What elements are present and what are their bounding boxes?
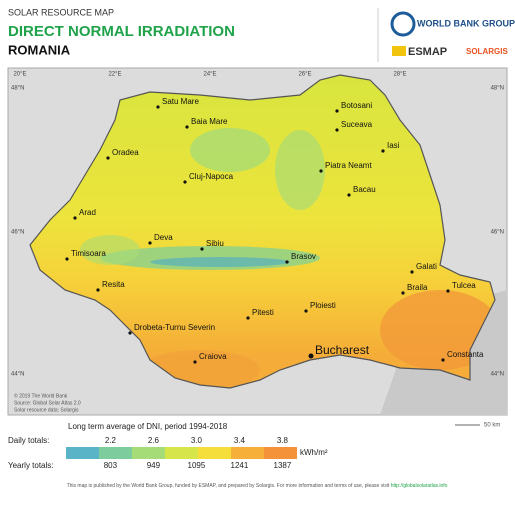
city-label: Pitesti [252, 308, 274, 317]
legend-daily: 3.8 [277, 436, 289, 445]
footer: This map is published by the World Bank … [67, 483, 448, 489]
legend-swatch [66, 447, 99, 459]
city-label: Braila [407, 283, 428, 292]
title: DIRECT NORMAL IRRADIATION [8, 23, 235, 40]
legend-swatch [198, 447, 231, 459]
legend-yearly: 949 [147, 461, 161, 470]
legend-swatch [99, 447, 132, 459]
city-dot [285, 260, 289, 264]
legend-daily: 2.6 [148, 436, 160, 445]
city-label: Bacau [353, 185, 376, 194]
city-label: Satu Mare [162, 97, 199, 106]
esmap-text: ESMAP [408, 46, 447, 58]
lat-label: 44°N [491, 372, 504, 378]
city-dot [183, 180, 187, 184]
lat-label: 46°N [491, 230, 504, 236]
map: 20°E 22°E 24°E 26°E 28°E 48°N 48°N 46°N 46°N 44°N… [7, 67, 508, 416]
city-label: Arad [79, 208, 96, 217]
city-label: Tulcea [452, 281, 476, 290]
credit: Solar resource data: Solargis [14, 407, 79, 413]
city-label: Suceava [341, 120, 373, 129]
city-dot [106, 156, 110, 160]
irradiance-zones [80, 128, 495, 388]
city-label: Constanta [447, 350, 484, 359]
city-dot [65, 257, 69, 261]
legend-daily-label: Daily totals: [8, 436, 49, 445]
legend-yearly: 1241 [231, 461, 249, 470]
legend-daily: 2.2 [105, 436, 117, 445]
city-dot [185, 125, 189, 129]
lat-label: 44°N [11, 372, 24, 378]
lat-label: 48°N [11, 86, 24, 92]
city-label: Timisoara [71, 249, 106, 258]
legend-swatch [132, 447, 165, 459]
esmap-icon [392, 46, 406, 56]
solargis-text: SOLARGIS [466, 47, 508, 56]
city-dot [410, 270, 414, 274]
city-dot [441, 358, 445, 362]
city-dot [200, 247, 204, 251]
city-label: Baia Mare [191, 117, 228, 126]
city-dot [304, 309, 308, 313]
city-dot [156, 105, 160, 109]
city-dot [335, 109, 339, 113]
city-label: Craiova [199, 352, 227, 361]
city-label: Piatra Neamt [325, 161, 372, 170]
legend-yearly-label: Yearly totals: [8, 461, 54, 470]
city-dot [128, 331, 132, 335]
city-label: Galati [416, 262, 437, 271]
footer-link[interactable]: http://globalsolaratlas.info [391, 483, 448, 489]
legend-title: Long term average of DNI, period 1994-20… [68, 422, 228, 431]
city-label: Bucharest [315, 343, 370, 357]
city-label: Cluj-Napoca [189, 172, 234, 181]
legend-daily: 3.4 [234, 436, 246, 445]
country: ROMANIA [8, 42, 71, 57]
legend-yearly: 803 [104, 461, 118, 470]
lon-label: 26°E [298, 72, 311, 78]
legend-swatch [264, 447, 297, 459]
city-dot [319, 169, 323, 173]
lon-label: 28°E [393, 72, 406, 78]
legend-yearly: 1387 [274, 461, 292, 470]
credit: © 2019 The World Bank [14, 392, 68, 399]
city-label: Oradea [112, 148, 139, 157]
lat-label: 46°N [11, 230, 24, 236]
lon-label: 22°E [108, 72, 121, 78]
city-dot [148, 241, 152, 245]
legend-unit: kWh/m² [300, 448, 328, 457]
lat-label: 48°N [491, 86, 504, 92]
city-label: Iasi [387, 141, 400, 150]
city-dot [96, 288, 100, 292]
city-dot [246, 316, 250, 320]
lon-label: 20°E [13, 72, 26, 78]
city-dot [335, 128, 339, 132]
city-label: Sibiu [206, 239, 224, 248]
legend-daily: 3.0 [191, 436, 203, 445]
city-dot [347, 193, 351, 197]
city-dot [446, 289, 450, 293]
wb-logo [390, 11, 416, 37]
city-label: Deva [154, 233, 173, 242]
city-dot [308, 353, 314, 359]
legend-yearly: 1095 [188, 461, 206, 470]
city-label: Ploiesti [310, 301, 336, 310]
city-dot [73, 216, 77, 220]
city-dot [381, 149, 385, 153]
city-dot [401, 291, 405, 295]
city-label: Resita [102, 280, 125, 289]
footer-text: This map is published by the World Bank … [67, 483, 390, 489]
legend-swatch [231, 447, 264, 459]
wb-text: WORLD BANK GROUP [417, 18, 515, 28]
city-label: Brasov [291, 252, 316, 261]
kicker: SOLAR RESOURCE MAP [8, 7, 114, 17]
scale-label: 50 km [484, 423, 500, 429]
lon-label: 24°E [203, 72, 216, 78]
credit: Source: Global Solar Atlas 2.0 [14, 400, 81, 406]
legend-swatch [165, 447, 198, 459]
city-dot [193, 360, 197, 364]
city-label: Botosani [341, 101, 372, 110]
city-label: Drobeta-Turnu Severin [134, 323, 215, 332]
